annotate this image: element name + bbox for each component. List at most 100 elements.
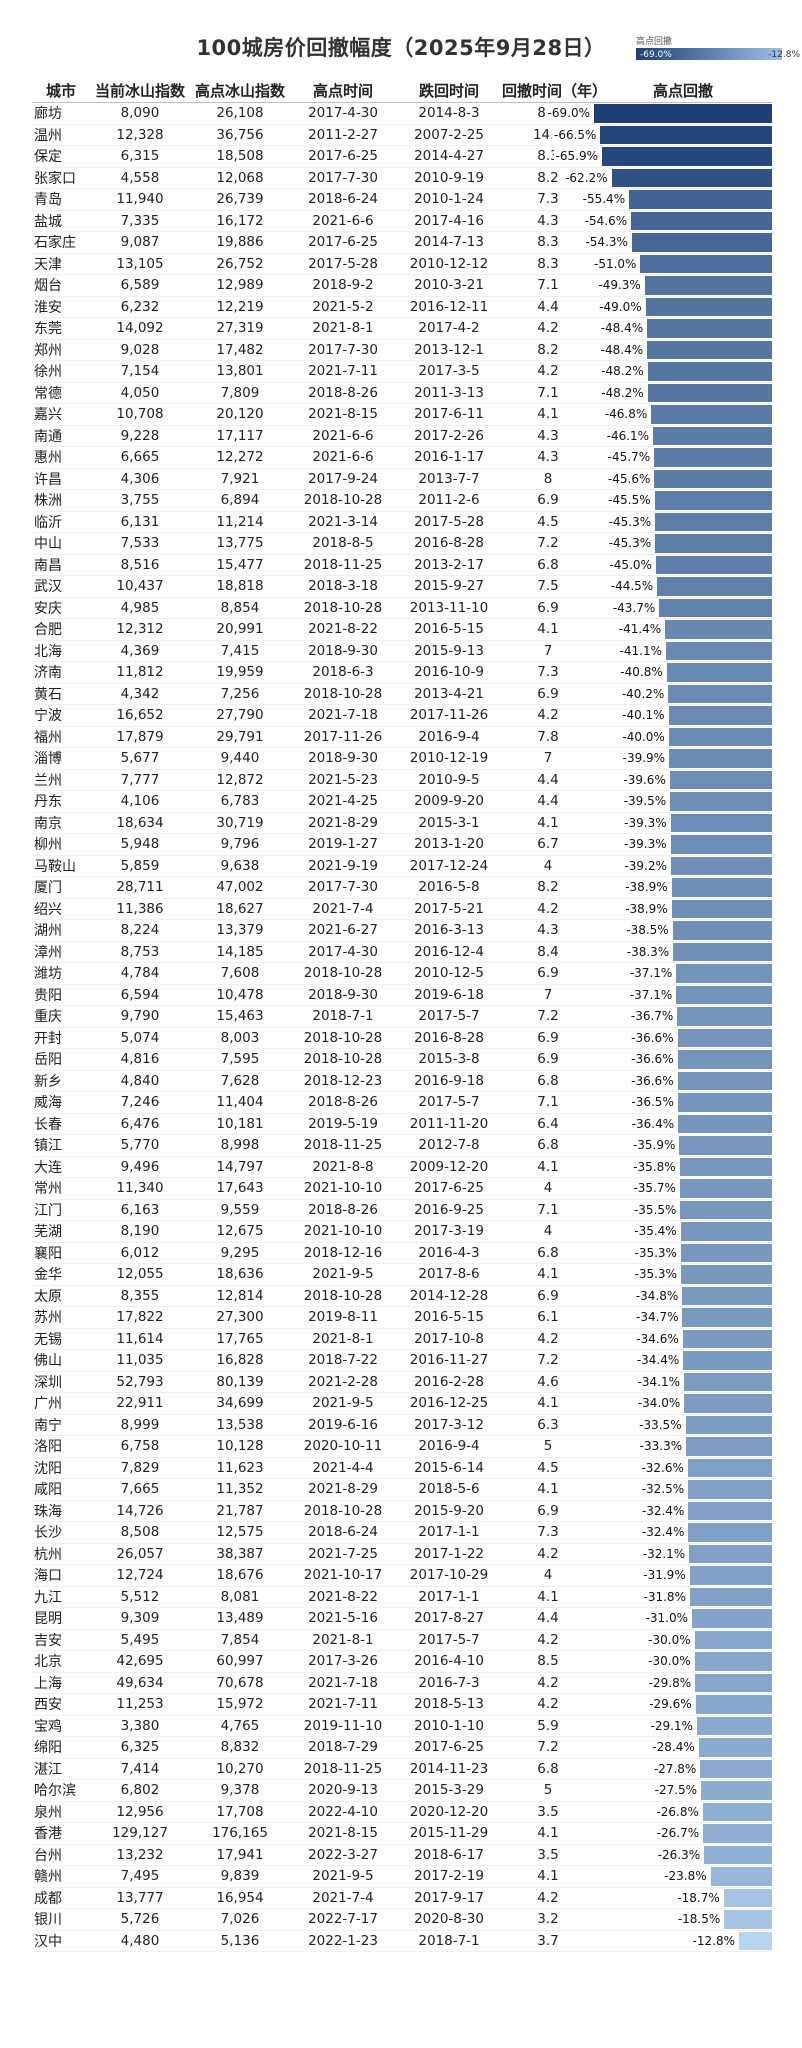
drawdown-label: -41.4% [616,622,664,636]
table-row: 镇江 5,770 8,998 2018-11-25 2012-7-8 6.8 -35.9% [32,1134,772,1157]
cell-fallback-date: 2011-11-20 [396,1113,502,1135]
cell-fallback-date: 2017-3-5 [396,360,502,383]
table-row: 襄阳 6,012 9,295 2018-12-16 2016-4-3 6.8 -35.3% [32,1242,772,1264]
drawdown-bar [644,276,772,295]
cell-city: 沈阳 [32,1457,90,1479]
cell-city: 黄石 [32,683,90,705]
cell-peak-index: 7,608 [190,962,290,985]
table-row: 重庆 9,790 15,463 2018-7-1 2017-5-7 7.2 -36.7% [32,1005,772,1028]
cell-peak-index: 18,627 [190,898,290,920]
cell-peak-index: 17,941 [190,1844,290,1866]
drawdown-label: -27.5% [652,1783,700,1797]
drawdown-bar [679,1179,772,1198]
cell-drawdown-years: 7.3 [502,188,594,211]
cell-peak-date: 2017-7-30 [290,167,396,189]
table-row: 成都 13,777 16,954 2021-7-4 2017-9-17 4.2 -18.7% [32,1887,772,1909]
cell-peak-index: 18,818 [190,575,290,598]
drawdown-bar [701,1781,772,1800]
cell-peak-date: 2021-9-5 [290,1865,396,1888]
table-row: 沈阳 7,829 11,623 2021-4-4 2015-6-14 4.5 -32.6% [32,1457,772,1479]
cell-peak-date: 2018-8-5 [290,532,396,555]
cell-peak-date: 2021-5-2 [290,296,396,318]
cell-peak-date: 2018-10-28 [290,489,396,512]
cell-current-index: 129,127 [90,1822,190,1845]
cell-peak-date: 2018-10-28 [290,1500,396,1522]
header-current-index: 当前冰山指数 [90,78,190,103]
cell-fallback-date: 2017-5-7 [396,1091,502,1114]
cell-peak-date: 2018-6-3 [290,661,396,684]
cell-current-index: 8,355 [90,1285,190,1307]
cell-current-index: 6,476 [90,1113,190,1135]
cell-peak-date: 2022-4-10 [290,1801,396,1823]
table-row: 天津 13,105 26,752 2017-5-28 2010-12-12 8.3 -51.… [32,253,772,275]
cell-fallback-date: 2017-10-8 [396,1328,502,1350]
cell-current-index: 6,163 [90,1199,190,1221]
drawdown-label: -40.2% [619,686,667,701]
header-drawdown-years: 回撤时间（年） [502,78,607,103]
table-row: 昆明 9,309 13,489 2021-5-16 2017-8-27 4.4 -31.0% [32,1607,772,1630]
drawdown-bar [704,1845,772,1864]
drawdown-label: -36.5% [629,1095,676,1109]
cell-current-index: 6,325 [90,1736,190,1759]
table-row: 银川 5,726 7,026 2022-7-17 2020-8-30 3.2 -18.5% [32,1908,772,1931]
cell-peak-index: 17,643 [190,1177,290,1200]
cell-drawdown-years: 4.2 [502,1543,594,1565]
drawdown-label: -41.1% [617,643,664,658]
drawdown-label: -35.3% [632,1245,679,1260]
cell-current-index: 14,726 [90,1500,190,1522]
drawdown-bar [723,1888,772,1907]
city-drawdown-table: 城市 当前冰山指数 高点冰山指数 高点时间 跌回时间 回撤时间（年） 高点回撤 … [32,78,772,1952]
cell-city: 珠海 [32,1500,90,1522]
cell-peak-index: 20,120 [190,403,290,426]
cell-city: 镇江 [32,1134,90,1157]
cell-city: 开封 [32,1027,90,1049]
cell-peak-drawdown: -35.7% [594,1177,772,1200]
cell-current-index: 4,816 [90,1048,190,1071]
cell-peak-date: 2017-4-30 [290,941,396,963]
cell-peak-date: 2021-6-27 [290,919,396,942]
cell-drawdown-years: 6.8 [502,554,594,576]
cell-peak-index: 6,783 [190,790,290,813]
cell-current-index: 8,753 [90,941,190,963]
cell-peak-index: 19,886 [190,231,290,254]
table-row: 保定 6,315 18,508 2017-6-25 2014-4-27 8.3 -65.9% [32,145,772,168]
cell-fallback-date: 2016-12-25 [396,1392,502,1415]
table-row: 潍坊 4,784 7,608 2018-10-28 2010-12-5 6.9 -37.1% [32,962,772,985]
cell-current-index: 9,309 [90,1607,190,1630]
cell-city: 嘉兴 [32,403,90,426]
cell-fallback-date: 2010-12-5 [396,962,502,985]
cell-city: 武汉 [32,575,90,598]
cell-peak-index: 27,300 [190,1306,290,1329]
header-peak-index: 高点冰山指数 [190,78,290,103]
cell-peak-drawdown: -29.1% [594,1715,772,1737]
cell-fallback-date: 2017-11-26 [396,704,502,727]
cell-current-index: 11,253 [90,1693,190,1716]
cell-peak-index: 18,508 [190,145,290,168]
drawdown-label: -34.8% [633,1288,681,1303]
cell-fallback-date: 2016-4-3 [396,1242,502,1264]
drawdown-bar [682,1286,772,1305]
cell-peak-drawdown: -26.7% [594,1822,772,1845]
cell-fallback-date: 2013-7-7 [396,468,502,490]
cell-peak-index: 12,068 [190,167,290,189]
cell-city: 安庆 [32,597,90,619]
cell-fallback-date: 2017-12-24 [396,855,502,877]
drawdown-bar [645,297,772,316]
drawdown-bar [655,512,772,531]
table-row: 马鞍山 5,859 9,638 2021-9-19 2017-12-24 4 -39.2% [32,855,772,877]
cell-drawdown-years: 5.9 [502,1715,594,1737]
cell-fallback-date: 2017-5-21 [396,898,502,920]
table-row: 江门 6,163 9,559 2018-8-26 2016-9-25 7.1 -35.5% [32,1199,772,1221]
cell-fallback-date: 2016-8-28 [396,532,502,555]
cell-peak-index: 9,839 [190,1865,290,1888]
cell-peak-index: 11,623 [190,1457,290,1479]
drawdown-bar [738,1931,772,1950]
cell-city: 香港 [32,1822,90,1845]
cell-peak-date: 2021-5-16 [290,1607,396,1630]
cell-fallback-date: 2015-9-27 [396,575,502,598]
cell-peak-drawdown: -34.4% [594,1349,772,1372]
cell-fallback-date: 2010-12-12 [396,253,502,275]
cell-peak-date: 2018-9-2 [290,274,396,297]
header-peak-date: 高点时间 [290,78,396,103]
cell-city: 新乡 [32,1070,90,1092]
